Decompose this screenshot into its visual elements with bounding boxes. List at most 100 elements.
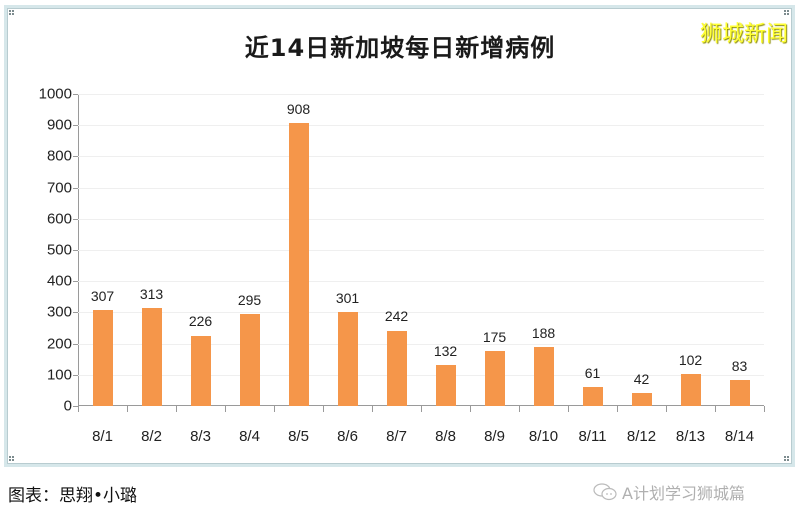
x-category-label: 8/2 [141,428,162,445]
y-tick-label: 800 [46,147,72,165]
x-category-label: 8/6 [337,428,358,445]
gridline [78,374,764,376]
x-category-label: 8/7 [386,428,407,445]
gridline [78,94,764,95]
bar-8-11[interactable] [582,386,603,406]
y-tick-label: 700 [46,179,72,197]
x-category-label: 8/10 [528,428,559,445]
bar-value-label: 102 [678,352,703,369]
x-category-label: 8/8 [435,428,456,445]
y-tick-mark [73,218,78,220]
y-tick-label: 600 [46,210,72,228]
y-tick-mark [73,281,78,283]
y-tick-label: 500 [46,241,72,259]
bar-8-4[interactable] [239,313,260,406]
y-tick-mark [73,94,78,95]
x-category-label: 8/13 [675,428,706,445]
x-category-label: 8/9 [484,428,505,445]
watermark-text: A计划学习狮城篇 [622,484,745,503]
x-category-label: 8/4 [239,428,260,445]
bar-8-5[interactable] [288,122,309,406]
x-category-label: 8/3 [190,428,211,445]
x-tick-mark [715,406,716,412]
y-tick-label: 1000 [38,85,72,103]
gridline [78,187,764,189]
x-tick-mark [470,406,471,412]
x-tick-mark [568,406,569,412]
x-tick-mark [176,406,177,412]
x-tick-mark [519,406,520,412]
x-category-label: 8/14 [724,428,755,445]
y-tick-mark [73,343,78,345]
gridline [78,343,764,345]
chart-title: 近14日新加坡每日新增病例 [244,34,556,62]
bar-8-6[interactable] [337,312,358,406]
bar-8-1[interactable] [92,310,113,406]
chart-caption: 图表：思翔•小璐 [8,486,138,506]
y-tick-mark [73,156,78,158]
x-tick-mark [78,406,79,412]
y-tick-label: 300 [46,303,72,321]
y-tick-label: 900 [46,116,72,134]
bar-8-12[interactable] [631,392,652,406]
y-tick-mark [73,187,78,189]
bar-value-label: 301 [335,290,360,307]
bar-value-label: 242 [384,308,409,325]
wechat-icon [593,483,617,501]
y-tick-mark [73,250,78,251]
y-tick-label: 100 [46,366,72,384]
bar-value-label: 188 [531,325,556,342]
bar-value-label: 313 [139,286,164,303]
gridline [78,156,764,158]
resize-handle-bottom-left[interactable] [9,456,15,462]
bar-value-label: 908 [286,100,311,117]
y-tick-label: 200 [46,335,72,353]
x-tick-mark [421,406,422,412]
x-category-label: 8/5 [288,428,309,445]
gridline [78,218,764,220]
x-category-label: 8/11 [578,428,607,445]
bar-value-label: 226 [188,313,213,330]
x-tick-mark [274,406,275,412]
plot-area: 0 100 200 300 400 500 600 700 800 900 1000 307 8/1 31… [39,86,765,445]
bar-8-3[interactable] [190,335,211,406]
gridline [78,281,764,283]
x-tick-mark [127,406,128,412]
bar-value-label: 61 [584,364,601,381]
resize-handle-bottom-right[interactable] [784,456,790,462]
y-tick-mark [73,125,78,127]
bar-8-9[interactable] [484,351,505,406]
y-tick-label: 400 [46,272,72,290]
bar-8-8[interactable] [435,364,456,406]
bar-value-label: 83 [731,358,748,375]
y-tick-mark [73,312,78,314]
x-tick-mark [764,406,765,412]
y-tick-mark [73,406,78,407]
bar-value-label: 295 [237,291,262,308]
bar-8-7[interactable] [386,330,407,406]
bar-value-label: 132 [433,342,458,359]
bar-value-label: 307 [90,288,115,305]
resize-handle-top-right[interactable] [784,10,790,16]
y-tick-mark [73,374,78,376]
gridline [78,250,764,251]
bar-8-14[interactable] [729,380,750,406]
x-axis [78,405,764,406]
brand-logo-text: 狮城新闻 [699,22,788,47]
bar-value-label: 42 [633,370,650,387]
x-category-label: 8/12 [626,428,657,445]
bar-8-13[interactable] [680,374,701,406]
x-category-label: 8/1 [92,428,113,445]
y-tick-label: 0 [63,397,72,415]
x-tick-mark [666,406,667,412]
gridline [78,125,764,127]
x-tick-mark [617,406,618,412]
x-tick-mark [372,406,373,412]
wechat-watermark: A计划学习狮城篇 [592,480,745,504]
bar-8-2[interactable] [141,308,162,406]
bar-value-label: 175 [482,329,507,346]
x-tick-mark [323,406,324,412]
bar-8-10[interactable] [533,347,554,406]
x-tick-mark [225,406,226,412]
resize-handle-top-left[interactable] [9,10,15,16]
